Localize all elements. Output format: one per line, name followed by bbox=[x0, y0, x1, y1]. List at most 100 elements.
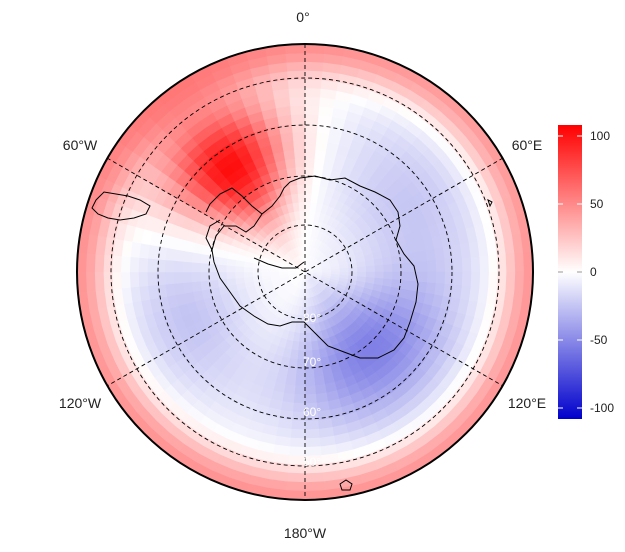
lon-label-180w: 180°W bbox=[284, 525, 327, 541]
field-cell bbox=[297, 183, 306, 194]
field-cell bbox=[374, 271, 385, 280]
graticule bbox=[106, 44, 504, 500]
field-cell bbox=[234, 277, 245, 285]
field-cell bbox=[284, 158, 297, 169]
field-cell bbox=[461, 257, 472, 273]
field-cell bbox=[286, 472, 306, 483]
field-cell bbox=[289, 96, 306, 107]
field-cell bbox=[199, 271, 210, 282]
field-cell bbox=[505, 271, 516, 291]
field-cell bbox=[191, 280, 202, 293]
field-cell bbox=[304, 297, 309, 308]
field-cell bbox=[304, 87, 322, 98]
field-cell bbox=[155, 258, 166, 273]
field-cell bbox=[392, 263, 402, 273]
field-cell bbox=[339, 267, 350, 273]
field-cell bbox=[392, 271, 402, 281]
field-cell bbox=[146, 257, 157, 273]
field-cell bbox=[470, 256, 481, 273]
field-cell bbox=[365, 265, 376, 273]
field-cell bbox=[314, 383, 327, 395]
field-cell bbox=[199, 262, 210, 273]
field-cell bbox=[225, 271, 236, 280]
field-cell bbox=[111, 271, 122, 290]
field-cell bbox=[283, 383, 296, 395]
field-cell bbox=[357, 266, 367, 273]
field-cell bbox=[111, 254, 122, 273]
field-cell bbox=[269, 271, 280, 276]
field-cell bbox=[418, 271, 429, 284]
field-cell bbox=[304, 367, 315, 378]
field-cell bbox=[284, 44, 306, 54]
field-cell bbox=[181, 271, 192, 284]
field-cell bbox=[208, 279, 219, 290]
field-cell bbox=[138, 271, 149, 287]
field-cell bbox=[304, 428, 320, 439]
field-cell bbox=[479, 255, 490, 273]
field-cell bbox=[94, 253, 105, 273]
field-cell bbox=[77, 271, 87, 293]
field-cell bbox=[173, 260, 184, 273]
field-cell bbox=[304, 113, 320, 124]
field-cell bbox=[304, 69, 323, 81]
field-cell bbox=[129, 271, 140, 288]
field-cell bbox=[234, 271, 245, 279]
lon-label-0: 0° bbox=[296, 9, 309, 25]
lat-label-70: 70° bbox=[303, 355, 321, 369]
field-cell bbox=[365, 259, 376, 267]
field-cell bbox=[435, 259, 446, 273]
field-cell bbox=[304, 472, 324, 483]
field-cell bbox=[289, 437, 306, 448]
parallel-60 bbox=[157, 124, 453, 420]
lon-label-120w: 120°W bbox=[59, 395, 102, 411]
field-cell bbox=[304, 166, 315, 177]
field-cell bbox=[226, 277, 237, 287]
field-cell bbox=[304, 157, 316, 168]
field-cell bbox=[426, 271, 437, 284]
field-cell bbox=[286, 166, 297, 178]
field-cell bbox=[348, 267, 358, 273]
field-cell bbox=[496, 254, 508, 273]
field-cell bbox=[418, 260, 429, 273]
coastlines bbox=[91, 175, 493, 491]
field-cell bbox=[514, 252, 525, 273]
field-cell bbox=[298, 332, 306, 343]
field-cell bbox=[304, 61, 324, 72]
field-cell bbox=[300, 219, 306, 229]
field-cell bbox=[164, 271, 175, 285]
field-cell bbox=[416, 250, 428, 263]
anomaly-field bbox=[77, 44, 533, 500]
field-cell bbox=[383, 264, 394, 273]
field-cell bbox=[287, 78, 306, 89]
field-cell bbox=[155, 271, 166, 286]
field-cell bbox=[313, 158, 326, 169]
colorbar-tick-100: 100 bbox=[590, 129, 610, 143]
field-cell bbox=[294, 376, 306, 387]
field-cell bbox=[391, 254, 402, 265]
field-cell bbox=[286, 61, 306, 72]
field-cell bbox=[129, 256, 140, 273]
lat-label-80: 80° bbox=[303, 311, 321, 325]
field-cell bbox=[102, 271, 114, 290]
field-cell bbox=[190, 271, 201, 283]
field-cell bbox=[304, 140, 317, 151]
field-cell bbox=[288, 87, 306, 98]
field-cell bbox=[260, 271, 271, 277]
new-zealand-islands bbox=[339, 479, 353, 491]
lat-label-60: 60° bbox=[303, 405, 321, 419]
field-cell bbox=[470, 271, 481, 288]
field-cell bbox=[304, 192, 313, 203]
field-cell bbox=[400, 262, 411, 273]
field-cell bbox=[416, 281, 428, 294]
field-cell bbox=[285, 52, 306, 63]
field-cell bbox=[488, 254, 499, 273]
colorbar: 100 50 0 -50 -100 bbox=[558, 125, 614, 419]
field-cell bbox=[290, 420, 306, 431]
field-cell bbox=[435, 271, 446, 285]
field-cell bbox=[314, 149, 327, 161]
south-america-tip bbox=[91, 191, 151, 221]
field-cell bbox=[444, 271, 455, 286]
field-cell bbox=[304, 393, 317, 404]
field-cell bbox=[182, 250, 194, 263]
